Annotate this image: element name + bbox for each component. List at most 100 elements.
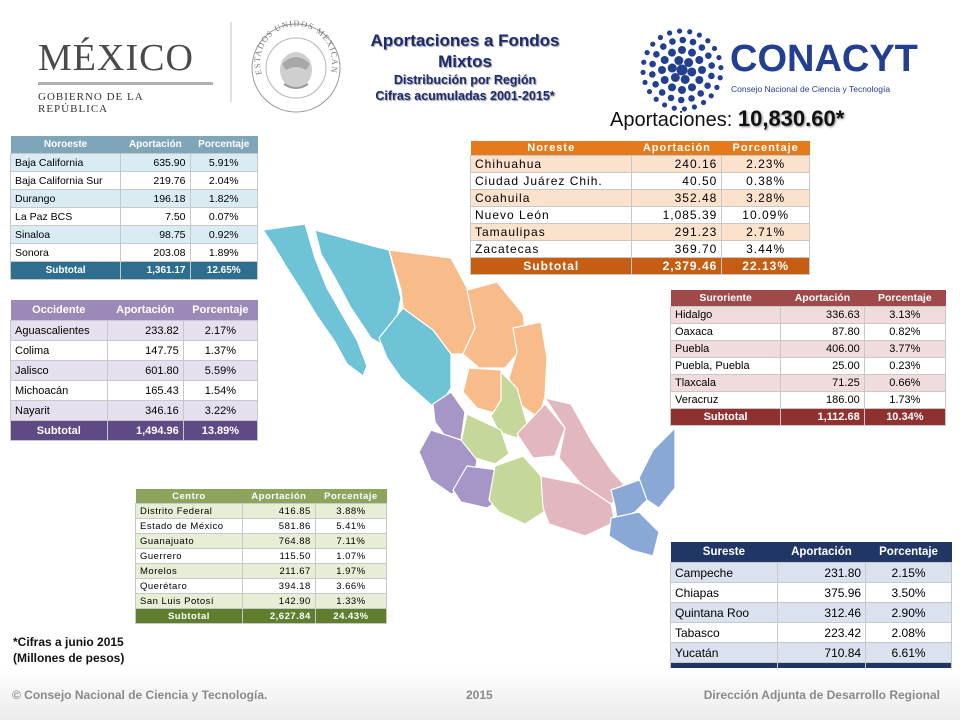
table-header-row: Centro Aportación Porcentaje	[135, 489, 387, 504]
logo-dot	[687, 29, 693, 35]
logo-dot	[679, 36, 687, 44]
logo-dot	[681, 106, 688, 112]
subtotal-row: Subtotal 1,494.96 13.89%	[10, 420, 259, 441]
cell-amount: 71.25	[780, 374, 865, 392]
cell-amount: 1,085.39	[631, 206, 723, 224]
cell-amount: 346.16	[106, 400, 184, 421]
subtitle-1: Distribución por Región	[393, 73, 537, 87]
cell-percent: 1.37%	[182, 340, 259, 361]
cell-percent: 2.04%	[189, 171, 258, 190]
col-header: Aportación	[777, 542, 866, 563]
cell-state: Campeche	[670, 562, 778, 583]
cell-amount: 115.50	[241, 548, 316, 564]
cell-state: Tamaulipas	[469, 223, 633, 241]
logo-dot	[717, 75, 723, 81]
cell-amount: 581.86	[241, 518, 316, 534]
logo-dot	[676, 28, 683, 34]
table-row: Puebla 406.00 3.77%	[669, 340, 947, 358]
cell-percent: 3.44%	[721, 240, 810, 258]
cell-amount: 352.48	[631, 189, 723, 207]
cell-subtotal-label: Subtotal	[9, 261, 122, 280]
table-noroeste: Noroeste Aportación Porcentaje Baja Cali…	[9, 136, 258, 280]
logo-dot	[680, 74, 690, 84]
cell-state: Tlaxcala	[669, 374, 782, 392]
cell-amount: 710.84	[776, 642, 867, 663]
cell-subtotal-percent: 12.65%	[189, 261, 258, 280]
cell-amount: 336.63	[780, 306, 865, 324]
cell-state: Zacatecas	[469, 240, 633, 258]
cell-amount: 764.88	[241, 533, 316, 549]
header-divider	[230, 22, 232, 102]
cell-percent: 1.97%	[314, 563, 388, 579]
logo-dot	[660, 43, 667, 50]
table-row: Oaxaca 87.80 0.82%	[669, 323, 947, 341]
cell-amount: 312.46	[776, 602, 867, 623]
cell-state: Jalisco	[10, 360, 108, 381]
conacyt-name: CONACYT	[730, 38, 918, 80]
cell-subtotal-percent: 10.34%	[863, 408, 947, 426]
cell-state: Yucatán	[670, 642, 778, 663]
logo-dot	[698, 66, 706, 74]
map-region-centro-guerrero	[488, 455, 548, 525]
map-region-noreste-coahuila	[462, 281, 528, 369]
cell-amount: 240.16	[631, 155, 723, 173]
cell-state: San Luis Potosí	[135, 593, 243, 609]
table-header-row: Noroeste Aportación Porcentaje	[10, 136, 258, 154]
table-row: Colima 147.75 1.37%	[10, 340, 259, 361]
cell-subtotal-amount: 1,494.96	[106, 420, 184, 441]
mexico-region-map	[262, 223, 675, 557]
table-row: Baja California Sur 219.76 2.04%	[9, 171, 258, 190]
logo-dot	[684, 58, 694, 68]
col-header: Occidente	[10, 300, 108, 321]
table-suroriente: Suroriente Aportación Porcentaje Hidalgo…	[669, 290, 947, 426]
logo-dot	[660, 76, 669, 84]
cell-state: La Paz BCS	[9, 207, 122, 226]
logo-dot	[658, 89, 666, 96]
col-header: Aportación	[631, 141, 722, 156]
logo-dot	[705, 52, 712, 59]
col-header: Aportación	[780, 290, 865, 307]
cell-percent: 2.23%	[721, 155, 810, 173]
title-line-2: Mixtos	[438, 52, 492, 71]
cell-amount: 233.82	[106, 320, 184, 341]
cell-percent: 3.50%	[865, 582, 952, 603]
logo-dot	[687, 67, 697, 77]
logo-divider	[38, 82, 213, 85]
map-region-noroeste-baja	[262, 223, 368, 377]
title-block: Aportaciones a Fondos Mixtos Distribució…	[345, 30, 585, 104]
cell-percent: 5.41%	[314, 518, 388, 534]
table-row: Coahuila 352.48 3.28%	[469, 189, 810, 207]
table-row: Chihuahua 240.16 2.23%	[469, 155, 810, 173]
logo-dot	[708, 62, 715, 69]
total-value: 10,830.60	[737, 106, 836, 131]
cell-percent: 2.15%	[865, 562, 952, 583]
table-row: San Luis Potosí 142.90 1.33%	[135, 593, 388, 609]
logo-dot	[676, 64, 688, 76]
table-row: Nuevo León 1,085.39 10.09%	[469, 206, 810, 224]
table-centro: Centro Aportación Porcentaje Distrito Fe…	[135, 489, 388, 624]
logo-dot	[657, 34, 664, 41]
total-contributions: Aportaciones: 10,830.60*	[610, 106, 844, 132]
logo-dot	[653, 96, 659, 102]
cell-subtotal-amount: 2,627.84	[241, 608, 316, 624]
cell-state: Distrito Federal	[135, 503, 243, 519]
col-header: Porcentaje	[183, 300, 258, 321]
table-row: Morelos 211.67 1.97%	[135, 563, 388, 579]
cell-state: Chiapas	[670, 582, 778, 603]
logo-dot	[646, 88, 653, 95]
logo-dot	[669, 38, 676, 45]
footnote: *Cifras a junio 2015 (Millones de pesos)	[13, 634, 124, 666]
cell-state: Sonora	[9, 243, 122, 262]
map-region-sureste-yucatan	[638, 427, 675, 509]
logo-dot	[642, 79, 648, 86]
col-header: Sureste	[670, 542, 778, 563]
table-row: Estado de México 581.86 5.41%	[135, 518, 388, 534]
cell-state: Veracruz	[669, 391, 782, 409]
cell-percent: 5.59%	[182, 360, 259, 381]
cell-percent: 3.22%	[182, 400, 259, 421]
footer-year: 2015	[466, 688, 493, 702]
cell-subtotal-amount: 1,361.17	[120, 261, 191, 280]
footer-bar	[0, 668, 960, 720]
table-header-row: Occidente Aportación Porcentaje	[10, 300, 258, 321]
subtotal-row: Subtotal 1,112.68 10.34%	[669, 408, 947, 426]
